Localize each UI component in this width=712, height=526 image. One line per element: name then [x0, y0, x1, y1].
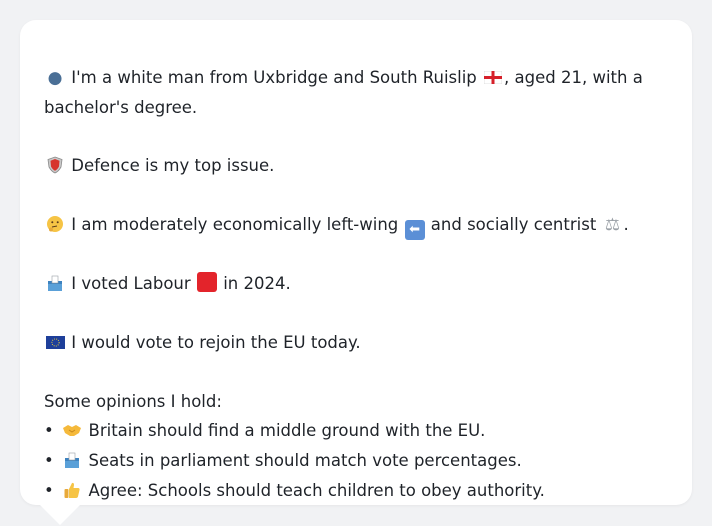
intro-text-a: I'm a white man from Uxbridge and South … [71, 68, 477, 87]
bullet: • [44, 451, 54, 470]
bullet: • [44, 421, 54, 440]
opinion-item: • Britain should find a middle ground wi… [44, 416, 668, 446]
economics-text-b: and socially centrist [430, 215, 597, 234]
intro-line: ● I'm a white man from Uxbridge and Sout… [44, 63, 668, 93]
ballot-box-icon [44, 270, 66, 299]
shield-icon [44, 152, 66, 181]
thinking-face-icon [44, 211, 66, 240]
vote-line: I voted Labour in 2024. [44, 269, 668, 299]
persona-card: ● I'm a white man from Uxbridge and Sout… [20, 20, 692, 505]
balance-scale-icon: ⚖ [604, 215, 621, 235]
person-icon: ● [47, 68, 63, 88]
bullet: • [44, 481, 54, 500]
red-square-icon [196, 272, 217, 292]
opinion-text: Seats in parliament should match vote pe… [88, 451, 522, 470]
ballot-box-icon [61, 447, 83, 476]
thumbs-up-icon [61, 477, 83, 506]
intro-text-c: bachelor's degree. [44, 98, 198, 117]
eu-flag-icon [44, 329, 66, 358]
eu-text: I would vote to rejoin the EU today. [71, 333, 361, 352]
economics-line: I am moderately economically left-wing ⬅… [44, 210, 668, 240]
opinions-heading: Some opinions I hold: [44, 392, 222, 411]
economics-text-a: I am moderately economically left-wing [71, 215, 399, 234]
economics-text-c: . [623, 215, 629, 234]
vote-text-b: in 2024. [223, 274, 291, 293]
intro-line-cont: bachelor's degree. [44, 93, 668, 122]
issue-text: Defence is my top issue. [71, 156, 275, 175]
eu-line: I would vote to rejoin the EU today. [44, 328, 668, 358]
england-flag-icon [482, 64, 504, 93]
left-arrow-icon: ⬅ [404, 220, 425, 240]
opinion-item: • Agree: Schools should teach children t… [44, 476, 668, 506]
opinion-text: Agree: Schools should teach children to … [88, 481, 545, 500]
issue-line: Defence is my top issue. [44, 151, 668, 181]
handshake-icon [61, 417, 83, 446]
vote-text-a: I voted Labour [71, 274, 191, 293]
intro-text-b: , aged 21, with a [504, 68, 643, 87]
opinion-text: Britain should find a middle ground with… [88, 421, 486, 440]
speech-bubble-tail [40, 505, 80, 525]
opinion-item: • Seats in parliament should match vote … [44, 446, 668, 476]
